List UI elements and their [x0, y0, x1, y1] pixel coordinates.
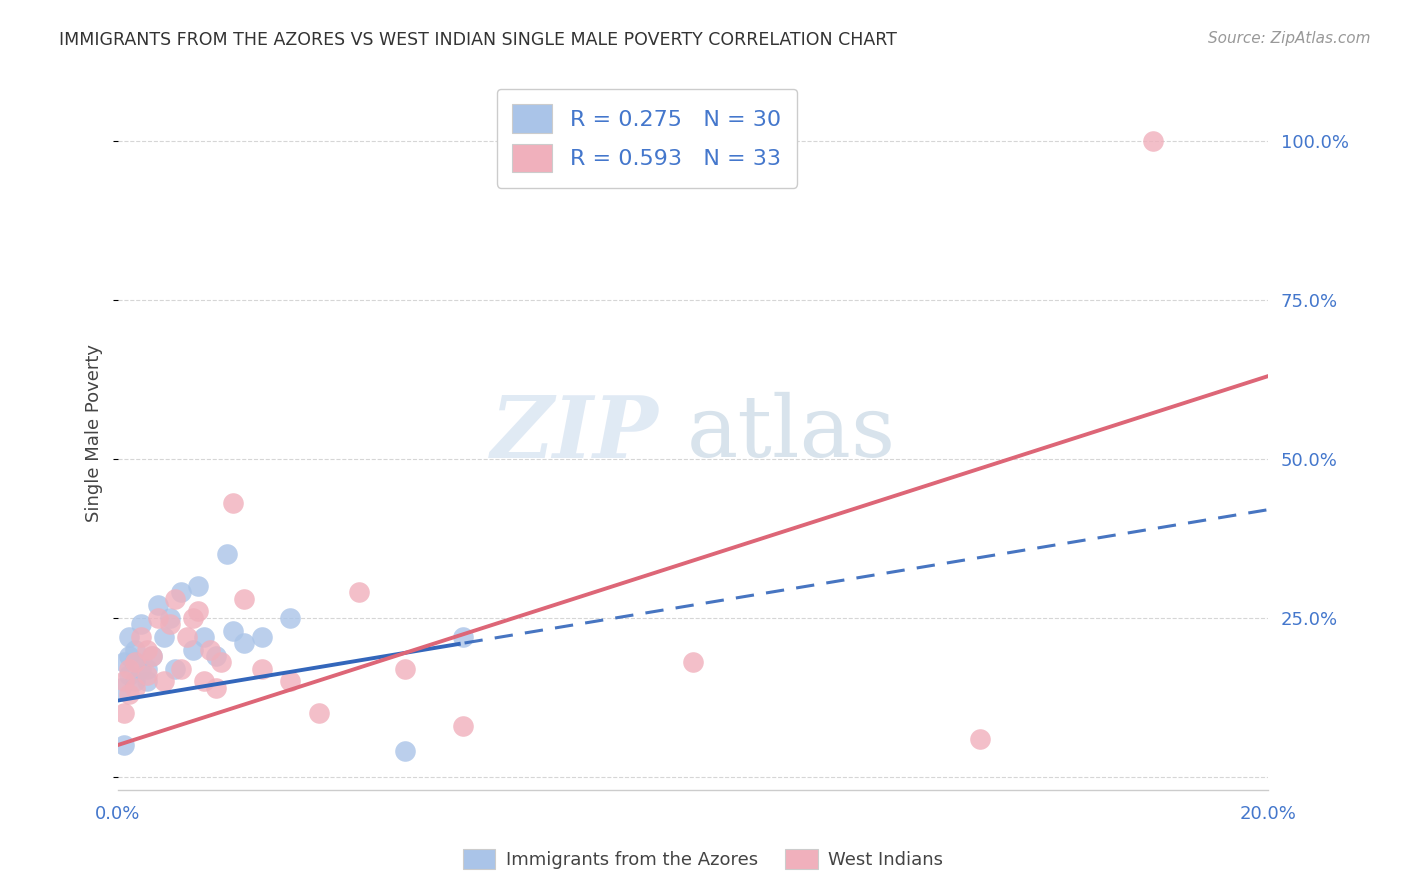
Point [141, 648, 163, 663]
Point [118, 630, 141, 644]
Point [280, 674, 302, 689]
Point [181, 642, 204, 657]
Point [124, 674, 146, 689]
Point [141, 648, 163, 663]
Point [394, 662, 416, 676]
Point [118, 687, 141, 701]
Point [187, 605, 209, 619]
Point [349, 585, 371, 599]
Point [153, 674, 176, 689]
Point [159, 617, 181, 632]
Point [682, 656, 704, 670]
Point [222, 496, 245, 510]
Point [124, 656, 146, 670]
Point [250, 630, 273, 644]
Point [204, 681, 226, 695]
Y-axis label: Single Male Poverty: Single Male Poverty [86, 344, 103, 523]
Point [165, 591, 187, 606]
Point [170, 662, 193, 676]
Point [280, 611, 302, 625]
Point [204, 648, 226, 663]
Point [193, 674, 215, 689]
Legend: Immigrants from the Azores, West Indians: Immigrants from the Azores, West Indians [454, 839, 952, 879]
Point [217, 547, 239, 561]
Point [250, 662, 273, 676]
Point [146, 611, 169, 625]
Point [969, 731, 991, 746]
Point [193, 630, 215, 644]
Point [165, 662, 187, 676]
Point [308, 706, 330, 721]
Point [112, 738, 135, 752]
Point [112, 706, 135, 721]
Point [129, 662, 152, 676]
Point [146, 598, 169, 612]
Text: atlas: atlas [688, 392, 896, 475]
Point [181, 611, 204, 625]
Point [233, 591, 256, 606]
Point [118, 662, 141, 676]
Point [451, 630, 474, 644]
Point [233, 636, 256, 650]
Point [124, 656, 146, 670]
Point [124, 642, 146, 657]
Point [222, 624, 245, 638]
Point [153, 630, 176, 644]
Point [159, 611, 181, 625]
Point [118, 648, 141, 663]
Point [187, 579, 209, 593]
Point [112, 674, 135, 689]
Point [110, 681, 132, 695]
Text: IMMIGRANTS FROM THE AZORES VS WEST INDIAN SINGLE MALE POVERTY CORRELATION CHART: IMMIGRANTS FROM THE AZORES VS WEST INDIA… [59, 31, 897, 49]
Point [135, 674, 157, 689]
Point [135, 642, 157, 657]
Point [112, 656, 135, 670]
Text: ZIP: ZIP [491, 392, 658, 475]
Point [176, 630, 198, 644]
Point [129, 630, 152, 644]
Point [451, 719, 474, 733]
Legend: R = 0.275   N = 30, R = 0.593   N = 33: R = 0.275 N = 30, R = 0.593 N = 33 [496, 88, 797, 188]
Point [135, 668, 157, 682]
Point [118, 668, 141, 682]
Point [394, 744, 416, 758]
Point [170, 585, 193, 599]
Text: Source: ZipAtlas.com: Source: ZipAtlas.com [1208, 31, 1371, 46]
Point [135, 662, 157, 676]
Point [198, 642, 221, 657]
Point [209, 656, 232, 670]
Point [129, 617, 152, 632]
Point [124, 681, 146, 695]
Point [1142, 134, 1164, 148]
